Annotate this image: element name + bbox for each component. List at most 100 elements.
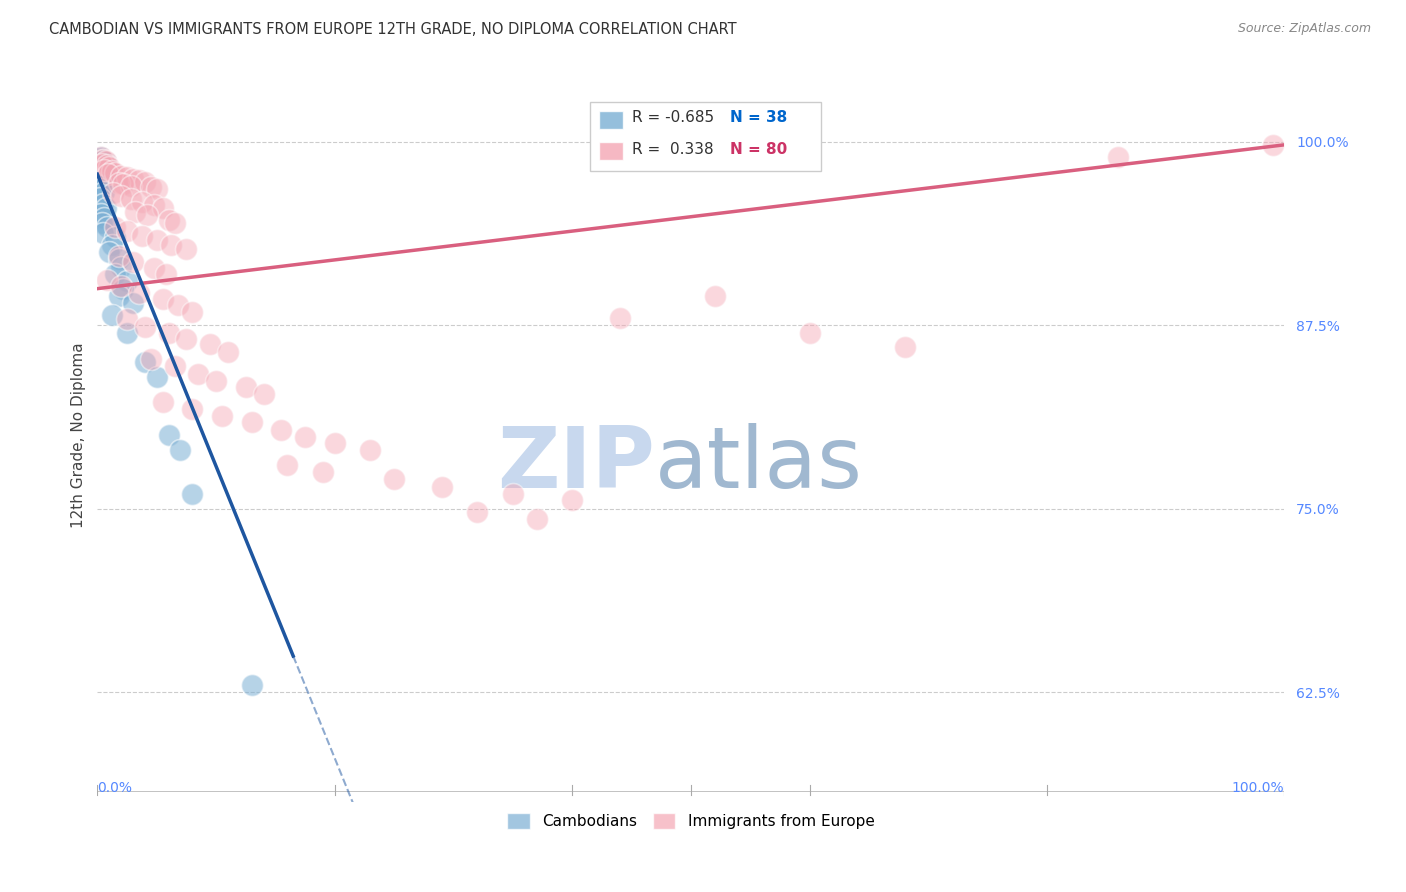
Text: 100.0%: 100.0% — [1232, 780, 1285, 795]
Point — [115, 224, 138, 238]
Point — [276, 458, 298, 472]
Point — [90, 182, 112, 196]
Point — [104, 267, 127, 281]
Point — [100, 164, 122, 178]
Point — [91, 216, 114, 230]
Bar — [599, 112, 623, 129]
Text: N = 80: N = 80 — [730, 142, 787, 157]
Point — [93, 185, 115, 199]
Point — [799, 326, 821, 340]
Point — [134, 319, 156, 334]
Point — [312, 465, 335, 479]
Point — [93, 162, 115, 177]
Point — [240, 678, 263, 692]
Point — [155, 267, 177, 281]
Point — [217, 344, 239, 359]
Point — [152, 292, 174, 306]
Point — [90, 161, 112, 176]
Point — [235, 380, 257, 394]
Text: ZIP: ZIP — [498, 423, 655, 507]
Text: R = -0.685: R = -0.685 — [631, 111, 714, 125]
Text: 0.0%: 0.0% — [97, 780, 132, 795]
Point — [89, 191, 111, 205]
Point — [176, 332, 198, 346]
Point — [124, 205, 146, 219]
Point — [152, 201, 174, 215]
Point — [110, 189, 132, 203]
Point — [143, 198, 166, 212]
Point — [169, 443, 191, 458]
Point — [115, 274, 138, 288]
Point — [163, 359, 186, 374]
Point — [561, 492, 583, 507]
Point — [110, 260, 132, 274]
Point — [100, 308, 122, 322]
Point — [205, 374, 228, 388]
Point — [198, 337, 221, 351]
Point — [94, 201, 117, 215]
Point — [526, 512, 548, 526]
Point — [122, 255, 145, 269]
Point — [157, 326, 180, 340]
Point — [323, 435, 346, 450]
Point — [1261, 137, 1284, 152]
Point — [93, 164, 115, 178]
Point — [107, 249, 129, 263]
Point — [90, 150, 112, 164]
Point — [115, 170, 138, 185]
Text: R =  0.338: R = 0.338 — [631, 142, 713, 157]
Point — [181, 401, 204, 416]
Text: Source: ZipAtlas.com: Source: ZipAtlas.com — [1237, 22, 1371, 36]
Point — [893, 340, 915, 354]
Point — [96, 219, 118, 234]
Point — [163, 216, 186, 230]
Point — [91, 196, 114, 211]
Point — [100, 237, 122, 252]
Point — [101, 186, 124, 201]
Point — [110, 278, 132, 293]
Point — [145, 369, 167, 384]
Point — [94, 155, 117, 169]
Point — [98, 244, 121, 259]
Point — [110, 169, 132, 183]
Point — [157, 428, 180, 442]
Point — [134, 355, 156, 369]
Point — [104, 219, 127, 234]
Point — [187, 367, 209, 381]
Point — [176, 242, 198, 256]
Point — [252, 387, 274, 401]
Point — [112, 282, 135, 296]
Point — [115, 312, 138, 326]
Point — [181, 487, 204, 501]
FancyBboxPatch shape — [591, 102, 821, 171]
Y-axis label: 12th Grade, No Diploma: 12th Grade, No Diploma — [72, 343, 86, 528]
Point — [120, 178, 142, 193]
Point — [143, 261, 166, 276]
Point — [430, 480, 453, 494]
Text: atlas: atlas — [655, 423, 863, 507]
Point — [93, 211, 115, 226]
Point — [89, 167, 111, 181]
Text: CAMBODIAN VS IMMIGRANTS FROM EUROPE 12TH GRADE, NO DIPLOMA CORRELATION CHART: CAMBODIAN VS IMMIGRANTS FROM EUROPE 12TH… — [49, 22, 737, 37]
Point — [107, 176, 129, 190]
Text: N = 38: N = 38 — [730, 111, 787, 125]
Point — [97, 167, 120, 181]
Point — [115, 326, 138, 340]
Point — [139, 352, 162, 367]
Point — [91, 157, 114, 171]
Point — [240, 415, 263, 429]
Point — [107, 252, 129, 267]
Point — [104, 230, 127, 244]
Point — [181, 305, 204, 319]
Point — [136, 208, 159, 222]
Point — [382, 472, 405, 486]
Point — [160, 237, 183, 252]
Point — [91, 226, 114, 240]
Point — [96, 173, 118, 187]
Legend: Cambodians, Immigrants from Europe: Cambodians, Immigrants from Europe — [501, 806, 880, 835]
Point — [98, 160, 121, 174]
Point — [294, 430, 316, 444]
Point — [91, 176, 114, 190]
Point — [91, 170, 114, 185]
Point — [139, 180, 162, 194]
